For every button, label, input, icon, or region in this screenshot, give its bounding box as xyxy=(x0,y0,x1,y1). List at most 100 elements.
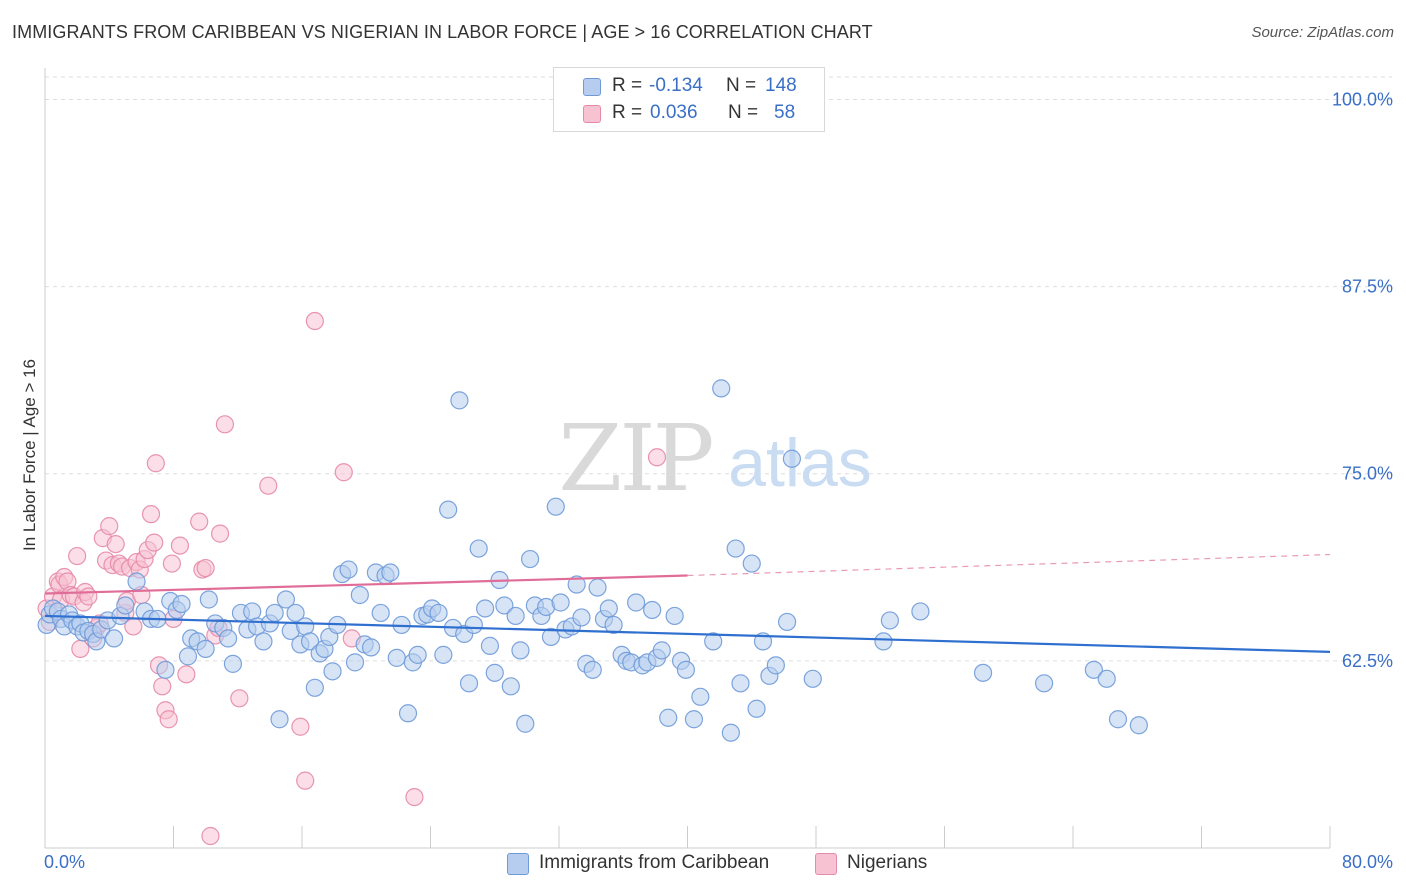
caribbean-point xyxy=(712,379,731,398)
nigerians-point xyxy=(177,665,196,684)
caribbean-point xyxy=(572,608,591,627)
caribbean-point xyxy=(387,648,406,667)
caribbean-point xyxy=(276,590,296,609)
caribbean-point xyxy=(178,647,198,666)
caribbean-point xyxy=(1084,660,1103,679)
nigerians-point xyxy=(159,710,178,729)
caribbean-point xyxy=(665,606,684,626)
caribbean-point xyxy=(127,572,146,591)
caribbean-point xyxy=(305,678,324,697)
caribbean-point xyxy=(345,653,365,672)
caribbean-point xyxy=(659,708,678,727)
chart-title: IMMIGRANTS FROM CARIBBEAN VS NIGERIAN IN… xyxy=(12,22,873,42)
caribbean-point xyxy=(339,560,358,579)
nigerians-point xyxy=(153,677,172,696)
caribbean-point xyxy=(506,606,525,626)
n-value-nigerians: 58 xyxy=(774,102,796,123)
nigerians-point xyxy=(259,476,278,495)
caribbean-point xyxy=(450,391,469,410)
caribbean-point xyxy=(911,602,930,621)
caribbean-point xyxy=(1034,674,1054,693)
caribbean-point xyxy=(567,575,586,594)
caribbean-point xyxy=(704,632,723,651)
nigerians-point xyxy=(210,524,230,543)
caribbean-point xyxy=(439,500,458,519)
caribbean-point xyxy=(495,596,514,615)
caribbean-point xyxy=(265,603,284,623)
caribbean-point xyxy=(381,563,400,582)
nigerians-point xyxy=(196,558,215,578)
n-label: N = xyxy=(726,75,757,96)
caribbean-point xyxy=(973,663,993,682)
watermark-atlas: atlas xyxy=(728,425,872,501)
legend-label-caribbean: Immigrants from Caribbean xyxy=(539,852,770,873)
y-tick-label: 62.5% xyxy=(1342,651,1393,671)
r-value-caribbean: -0.134 xyxy=(649,75,703,96)
nigerians-point xyxy=(296,771,315,790)
caribbean-point xyxy=(156,660,175,679)
caribbean-point xyxy=(604,615,623,635)
caribbean-trend-line xyxy=(44,614,1331,653)
caribbean-point xyxy=(300,632,320,651)
caribbean-point xyxy=(464,615,483,635)
caribbean-point xyxy=(398,704,418,723)
nigerians-point xyxy=(405,787,424,807)
caribbean-point xyxy=(286,603,305,623)
caribbean-swatch xyxy=(583,78,601,96)
nigerians-point xyxy=(291,717,310,736)
nigerians-point xyxy=(162,554,181,573)
nigerians-point xyxy=(215,415,234,434)
nigerians-point xyxy=(201,826,220,846)
caribbean-point xyxy=(485,663,504,682)
n-label: N = xyxy=(728,102,759,123)
caribbean-point xyxy=(270,710,289,729)
legend-swatch-nigerians xyxy=(815,853,837,875)
caribbean-point xyxy=(747,699,766,718)
legend-swatch-caribbean xyxy=(507,853,529,875)
caribbean-point xyxy=(684,710,704,729)
caribbean-point xyxy=(583,660,602,679)
caribbean-point xyxy=(546,497,565,516)
caribbean-point xyxy=(880,611,899,630)
nigerians-point xyxy=(79,587,98,606)
caribbean-point xyxy=(721,723,740,742)
caribbean-point xyxy=(199,590,218,609)
nigerians-point xyxy=(146,454,165,473)
caribbean-point xyxy=(652,641,671,660)
r-label: R = xyxy=(612,75,643,96)
caribbean-point xyxy=(1097,669,1116,688)
nigerians-point xyxy=(230,689,249,708)
nigerians-trend-extension xyxy=(687,553,1331,577)
caribbean-point xyxy=(104,629,124,648)
caribbean-point xyxy=(116,596,135,615)
nigerians-point xyxy=(334,463,353,482)
nigerians-trend-line xyxy=(44,574,688,595)
nigerians-point xyxy=(190,512,209,531)
nigerians-point xyxy=(145,533,164,552)
caribbean-point xyxy=(626,593,646,612)
nigerians-point xyxy=(106,534,125,554)
caribbean-point xyxy=(599,599,618,618)
source-label: Source: ZipAtlas.com xyxy=(1251,24,1394,41)
caribbean-point xyxy=(516,714,535,733)
y-tick-label: 100.0% xyxy=(1332,89,1393,109)
nigerians-swatch xyxy=(583,105,601,123)
caribbean-point xyxy=(691,687,710,706)
caribbean-point xyxy=(254,632,273,651)
caribbean-point xyxy=(323,662,342,681)
x-tick-min: 0.0% xyxy=(44,852,86,872)
nigerians-point xyxy=(68,546,87,566)
caribbean-point xyxy=(1108,710,1128,729)
n-value-caribbean: 148 xyxy=(765,75,797,96)
watermark-zip: ZIP xyxy=(558,405,711,512)
caribbean-point xyxy=(520,549,540,569)
caribbean-point xyxy=(434,645,453,664)
caribbean-point xyxy=(777,612,797,632)
caribbean-point xyxy=(219,629,238,648)
caribbean-point xyxy=(476,599,495,618)
caribbean-point xyxy=(469,539,488,558)
y-tick-label: 87.5% xyxy=(1342,277,1393,297)
caribbean-point xyxy=(588,578,607,597)
caribbean-point xyxy=(1129,716,1148,735)
